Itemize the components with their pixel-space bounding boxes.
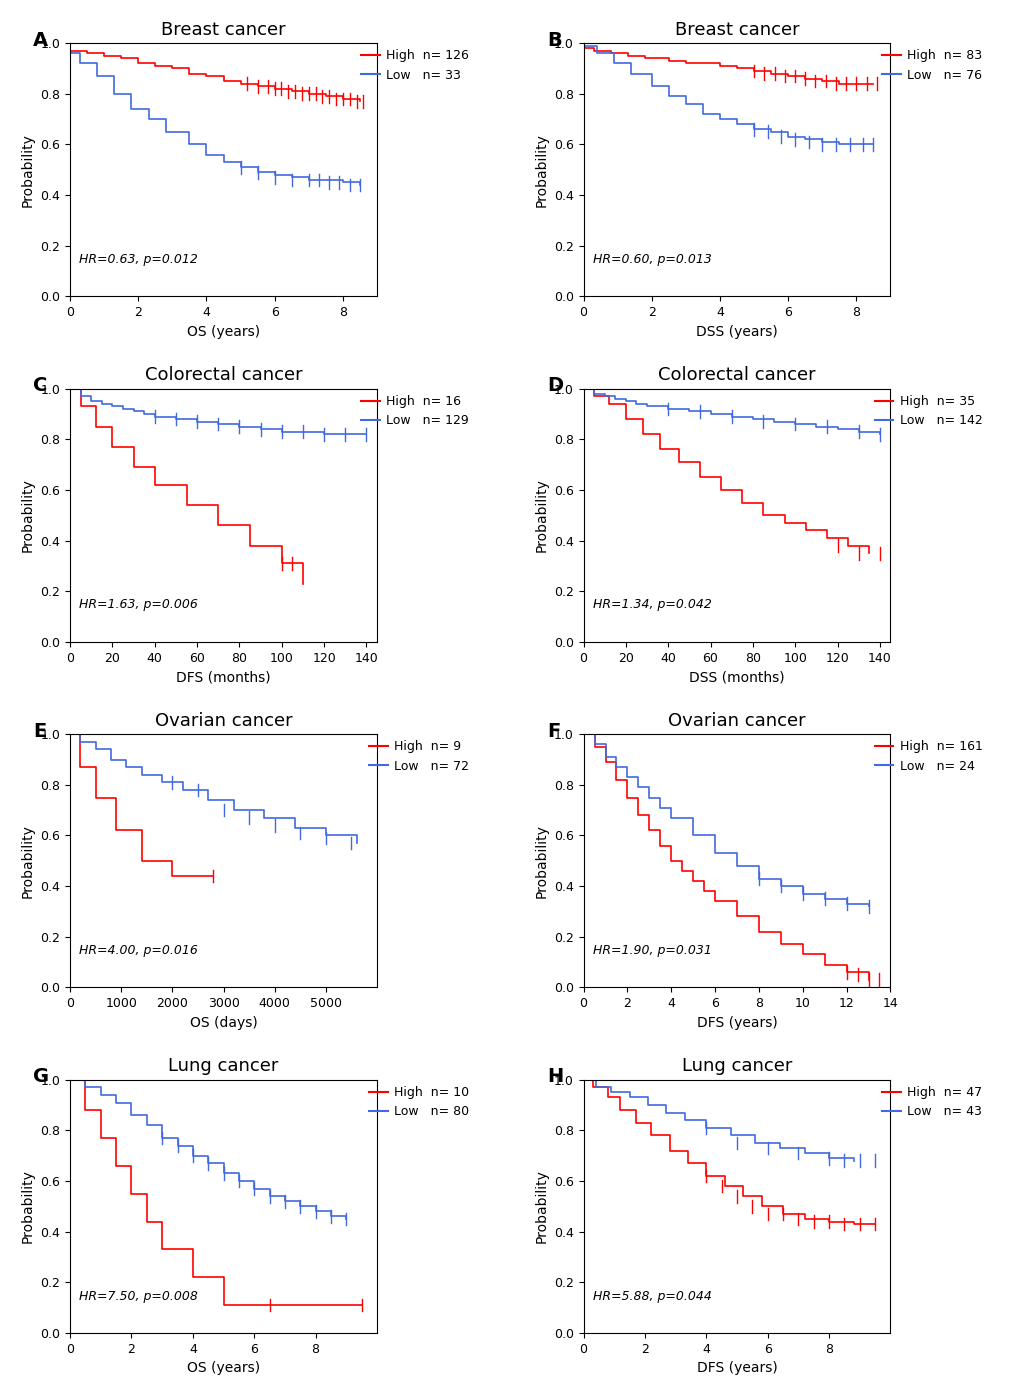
Y-axis label: Probability: Probability (20, 479, 35, 553)
Legend: High  n= 10, Low   n= 80: High n= 10, Low n= 80 (369, 1086, 469, 1118)
Title: Ovarian cancer: Ovarian cancer (667, 712, 805, 730)
Title: Ovarian cancer: Ovarian cancer (155, 712, 292, 730)
X-axis label: DFS (years): DFS (years) (696, 1016, 776, 1030)
Text: H: H (546, 1067, 562, 1086)
X-axis label: OS (years): OS (years) (186, 1361, 260, 1375)
Title: Lung cancer: Lung cancer (168, 1057, 278, 1075)
Text: G: G (34, 1067, 49, 1086)
Text: D: D (546, 376, 562, 395)
Title: Breast cancer: Breast cancer (674, 21, 799, 39)
Legend: High  n= 161, Low   n= 24: High n= 161, Low n= 24 (873, 740, 981, 773)
Text: C: C (34, 376, 48, 395)
Legend: High  n= 126, Low   n= 33: High n= 126, Low n= 33 (361, 49, 469, 82)
Title: Colorectal cancer: Colorectal cancer (145, 366, 302, 384)
Title: Colorectal cancer: Colorectal cancer (657, 366, 815, 384)
Text: HR=1.63, p=0.006: HR=1.63, p=0.006 (79, 599, 198, 611)
Y-axis label: Probability: Probability (534, 479, 548, 553)
Y-axis label: Probability: Probability (534, 1170, 548, 1244)
Text: HR=1.90, p=0.031: HR=1.90, p=0.031 (592, 944, 711, 958)
Text: HR=1.34, p=0.042: HR=1.34, p=0.042 (592, 599, 711, 611)
Y-axis label: Probability: Probability (20, 133, 35, 207)
Text: E: E (34, 722, 47, 740)
Title: Breast cancer: Breast cancer (161, 21, 285, 39)
Y-axis label: Probability: Probability (20, 824, 35, 898)
Y-axis label: Probability: Probability (534, 824, 548, 898)
X-axis label: DSS (months): DSS (months) (689, 670, 784, 684)
Legend: High  n= 35, Low   n= 142: High n= 35, Low n= 142 (873, 395, 981, 427)
X-axis label: OS (years): OS (years) (186, 325, 260, 339)
X-axis label: DFS (years): DFS (years) (696, 1361, 776, 1375)
Text: HR=4.00, p=0.016: HR=4.00, p=0.016 (79, 944, 198, 958)
Text: HR=5.88, p=0.044: HR=5.88, p=0.044 (592, 1290, 711, 1302)
Y-axis label: Probability: Probability (534, 133, 548, 207)
X-axis label: DSS (years): DSS (years) (695, 325, 777, 339)
Text: HR=0.63, p=0.012: HR=0.63, p=0.012 (79, 253, 198, 265)
X-axis label: DFS (months): DFS (months) (176, 670, 271, 684)
Text: F: F (546, 722, 559, 740)
Text: A: A (34, 31, 48, 49)
Legend: High  n= 47, Low   n= 43: High n= 47, Low n= 43 (881, 1086, 981, 1118)
Y-axis label: Probability: Probability (20, 1170, 35, 1244)
Title: Lung cancer: Lung cancer (681, 1057, 792, 1075)
Text: HR=7.50, p=0.008: HR=7.50, p=0.008 (79, 1290, 198, 1302)
Legend: High  n= 9, Low   n= 72: High n= 9, Low n= 72 (369, 740, 469, 773)
Legend: High  n= 16, Low   n= 129: High n= 16, Low n= 129 (361, 395, 469, 427)
Text: B: B (546, 31, 561, 49)
Legend: High  n= 83, Low   n= 76: High n= 83, Low n= 76 (881, 49, 981, 82)
Text: HR=0.60, p=0.013: HR=0.60, p=0.013 (592, 253, 711, 265)
X-axis label: OS (days): OS (days) (190, 1016, 257, 1030)
